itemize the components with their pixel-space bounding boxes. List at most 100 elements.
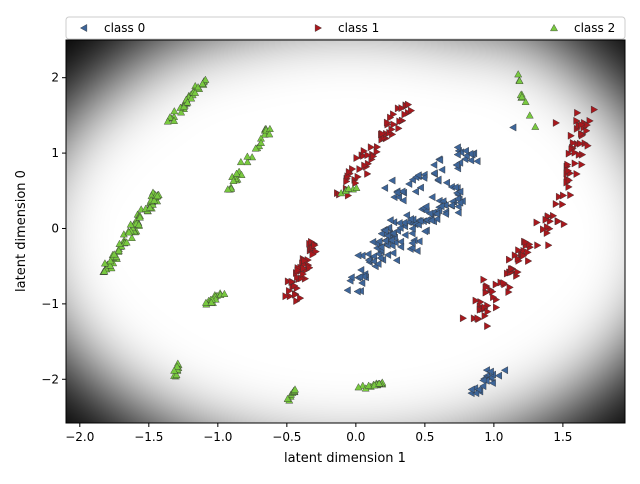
series-1 (282, 100, 599, 331)
data-point (284, 277, 293, 286)
data-point (515, 76, 524, 84)
data-point (343, 177, 351, 186)
data-point (291, 281, 299, 290)
data-point (401, 110, 409, 119)
data-point (301, 256, 309, 265)
data-point (435, 156, 444, 165)
data-point (389, 249, 397, 257)
data-point (441, 201, 449, 210)
data-point (567, 131, 575, 140)
data-point (191, 88, 200, 96)
y-tick-label: −2 (41, 372, 59, 386)
data-point (522, 238, 530, 247)
x-axis-label: latent dimension 1 (284, 451, 406, 466)
data-point (126, 220, 135, 228)
data-point (309, 250, 317, 259)
data-point (359, 272, 368, 281)
data-point (420, 173, 428, 182)
data-point (543, 229, 551, 237)
data-point (509, 123, 517, 132)
data-point (390, 110, 398, 119)
data-point (402, 211, 411, 220)
data-point (388, 241, 396, 250)
data-point (394, 104, 403, 113)
data-point (422, 202, 430, 211)
data-point (390, 218, 398, 227)
data-point (447, 201, 455, 210)
data-point (540, 225, 548, 234)
data-point (352, 179, 360, 188)
data-point (514, 268, 522, 277)
data-point (493, 303, 501, 312)
data-point (114, 246, 123, 254)
data-point (552, 200, 560, 208)
data-point (361, 161, 369, 170)
data-point (565, 182, 573, 191)
data-point (356, 273, 364, 281)
data-point (430, 160, 438, 169)
data-point (569, 139, 577, 147)
data-point (564, 166, 573, 175)
data-point (506, 283, 514, 292)
data-point (374, 143, 382, 151)
data-point (375, 379, 384, 387)
data-point (515, 246, 523, 255)
data-point (393, 188, 401, 197)
data-point (472, 389, 480, 398)
data-point (292, 290, 300, 299)
data-point (380, 184, 389, 192)
data-point (520, 251, 528, 260)
x-tick-label: 1.5 (553, 430, 572, 444)
data-point (201, 75, 210, 83)
data-point (500, 366, 508, 375)
data-point (583, 126, 591, 135)
data-point (459, 314, 468, 323)
data-point (375, 237, 383, 246)
y-tick-label: 0 (51, 221, 59, 235)
data-point (484, 322, 492, 331)
y-tick-label: 1 (51, 146, 59, 160)
data-point (408, 224, 416, 233)
data-point (421, 227, 429, 236)
data-point (395, 219, 403, 227)
data-point (470, 314, 479, 323)
data-point (441, 210, 449, 218)
data-point (584, 141, 592, 150)
data-point (408, 229, 416, 238)
data-point (124, 228, 133, 236)
data-point (110, 250, 119, 258)
data-point (437, 202, 445, 211)
data-point (500, 279, 508, 287)
series-0 (343, 123, 517, 398)
data-point (406, 215, 414, 223)
data-point (198, 79, 207, 87)
data-point (294, 273, 302, 282)
data-point (299, 270, 307, 279)
data-point (484, 307, 492, 316)
data-point (564, 160, 572, 169)
data-point (354, 383, 363, 391)
x-tick-label: −2.0 (65, 430, 94, 444)
data-point (288, 278, 296, 286)
data-point (146, 203, 154, 211)
data-point (434, 175, 442, 184)
data-point (466, 149, 474, 158)
data-point (479, 382, 487, 391)
data-point (373, 147, 381, 156)
data-point (453, 143, 461, 152)
data-point (453, 194, 461, 203)
data-point (347, 273, 355, 282)
data-point (467, 385, 475, 394)
data-point (293, 297, 301, 305)
x-tick-label: 0.0 (346, 430, 365, 444)
data-point (282, 292, 290, 301)
data-point (525, 111, 534, 119)
data-point (257, 138, 265, 146)
data-point (400, 218, 408, 227)
data-point (364, 151, 372, 160)
data-point (476, 305, 484, 314)
data-point (153, 191, 162, 200)
data-point (428, 193, 436, 202)
data-point (354, 251, 362, 260)
data-point (482, 288, 490, 297)
